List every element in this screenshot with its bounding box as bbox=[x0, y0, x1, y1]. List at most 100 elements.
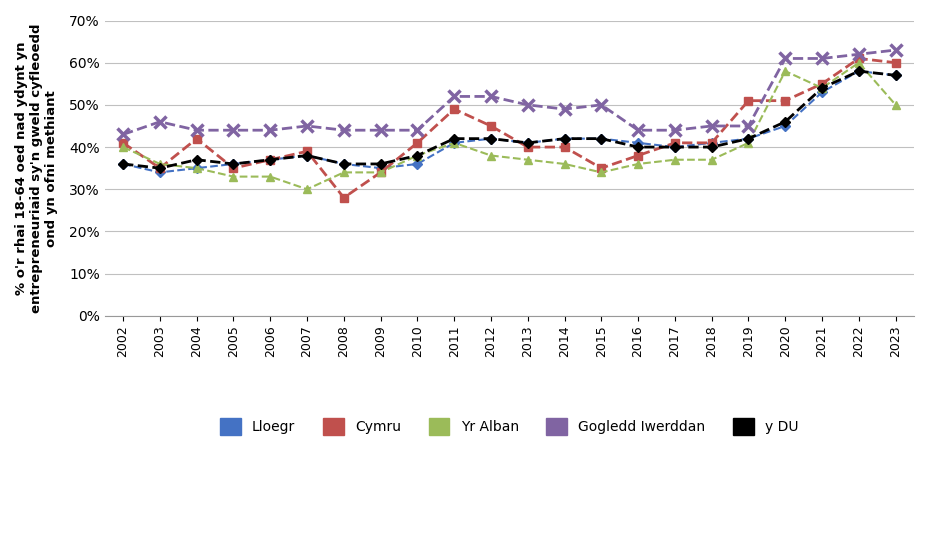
Gogledd Iwerddan bbox=[668, 127, 679, 133]
Lloegr bbox=[375, 165, 386, 171]
Gogledd Iwerddan bbox=[705, 123, 716, 129]
Gogledd Iwerddan bbox=[522, 101, 533, 108]
Cymru bbox=[411, 139, 422, 146]
Lloegr bbox=[302, 152, 313, 159]
Cymru bbox=[448, 106, 459, 112]
y DU bbox=[595, 136, 606, 142]
Cymru bbox=[705, 139, 716, 146]
Yr Alban bbox=[264, 174, 276, 180]
Lloegr bbox=[118, 161, 129, 168]
y DU bbox=[338, 161, 349, 168]
y DU bbox=[375, 161, 386, 168]
Lloegr bbox=[484, 136, 496, 142]
Lloegr bbox=[816, 89, 827, 95]
Lloegr bbox=[595, 136, 606, 142]
Yr Alban bbox=[852, 60, 863, 66]
Gogledd Iwerddan bbox=[154, 118, 165, 125]
Lloegr bbox=[154, 169, 165, 176]
Lloegr bbox=[779, 123, 790, 129]
Line: Lloegr: Lloegr bbox=[120, 68, 898, 176]
Gogledd Iwerddan bbox=[852, 51, 863, 57]
Line: Cymru: Cymru bbox=[119, 55, 899, 202]
y DU bbox=[484, 136, 496, 142]
Cymru bbox=[632, 152, 643, 159]
Cymru bbox=[852, 55, 863, 62]
y DU bbox=[448, 136, 459, 142]
Cymru bbox=[264, 156, 276, 163]
y DU bbox=[264, 156, 276, 163]
Yr Alban bbox=[522, 156, 533, 163]
y DU bbox=[559, 136, 570, 142]
Lloegr bbox=[522, 139, 533, 146]
Cymru bbox=[191, 136, 202, 142]
Cymru bbox=[375, 169, 386, 176]
Cymru bbox=[484, 123, 496, 129]
Yr Alban bbox=[484, 152, 496, 159]
Gogledd Iwerddan bbox=[595, 101, 606, 108]
Gogledd Iwerddan bbox=[375, 127, 386, 133]
Lloegr bbox=[411, 161, 422, 168]
Gogledd Iwerddan bbox=[411, 127, 422, 133]
y DU bbox=[191, 156, 202, 163]
Yr Alban bbox=[118, 144, 129, 150]
Lloegr bbox=[852, 68, 863, 74]
Yr Alban bbox=[816, 85, 827, 91]
y DU bbox=[522, 139, 533, 146]
y DU bbox=[632, 144, 643, 150]
Legend: Lloegr, Cymru, Yr Alban, Gogledd Iwerddan, y DU: Lloegr, Cymru, Yr Alban, Gogledd Iwerdda… bbox=[213, 412, 805, 442]
Lloegr bbox=[559, 136, 570, 142]
Gogledd Iwerddan bbox=[338, 127, 349, 133]
Gogledd Iwerddan bbox=[191, 127, 202, 133]
Lloegr bbox=[264, 156, 276, 163]
Yr Alban bbox=[375, 169, 386, 176]
y DU bbox=[779, 118, 790, 125]
Lloegr bbox=[705, 139, 716, 146]
Cymru bbox=[522, 144, 533, 150]
Lloegr bbox=[338, 161, 349, 168]
Cymru bbox=[816, 80, 827, 87]
y DU bbox=[227, 161, 238, 168]
Yr Alban bbox=[448, 139, 459, 146]
Yr Alban bbox=[742, 139, 754, 146]
Gogledd Iwerddan bbox=[302, 123, 313, 129]
Gogledd Iwerddan bbox=[816, 55, 827, 62]
y DU bbox=[302, 152, 313, 159]
Cymru bbox=[118, 139, 129, 146]
Lloegr bbox=[448, 139, 459, 146]
Yr Alban bbox=[338, 169, 349, 176]
Lloegr bbox=[632, 139, 643, 146]
y DU bbox=[411, 152, 422, 159]
Gogledd Iwerddan bbox=[227, 127, 238, 133]
Cymru bbox=[559, 144, 570, 150]
Line: Gogledd Iwerddan: Gogledd Iwerddan bbox=[118, 45, 900, 140]
Yr Alban bbox=[668, 156, 679, 163]
y DU bbox=[154, 165, 165, 171]
Line: Yr Alban: Yr Alban bbox=[119, 58, 899, 193]
y DU bbox=[118, 161, 129, 168]
Yr Alban bbox=[632, 161, 643, 168]
Cymru bbox=[227, 165, 238, 171]
Y-axis label: % o'r rhai 18-64 oed nad ydynt yn
entrepreneuriaid sy'n gweld cyfleoedd
ond yn o: % o'r rhai 18-64 oed nad ydynt yn entrep… bbox=[15, 24, 58, 313]
Yr Alban bbox=[705, 156, 716, 163]
Gogledd Iwerddan bbox=[889, 47, 900, 53]
Gogledd Iwerddan bbox=[118, 131, 129, 138]
Yr Alban bbox=[559, 161, 570, 168]
Lloegr bbox=[191, 165, 202, 171]
Line: y DU: y DU bbox=[120, 68, 898, 172]
Lloegr bbox=[742, 136, 754, 142]
Lloegr bbox=[227, 161, 238, 168]
Gogledd Iwerddan bbox=[559, 106, 570, 112]
y DU bbox=[852, 68, 863, 74]
Cymru bbox=[668, 139, 679, 146]
Gogledd Iwerddan bbox=[448, 93, 459, 100]
Gogledd Iwerddan bbox=[264, 127, 276, 133]
Cymru bbox=[154, 165, 165, 171]
Cymru bbox=[742, 98, 754, 104]
Lloegr bbox=[889, 72, 900, 79]
Yr Alban bbox=[191, 165, 202, 171]
Yr Alban bbox=[595, 169, 606, 176]
y DU bbox=[705, 144, 716, 150]
Gogledd Iwerddan bbox=[779, 55, 790, 62]
y DU bbox=[889, 72, 900, 79]
Cymru bbox=[595, 165, 606, 171]
